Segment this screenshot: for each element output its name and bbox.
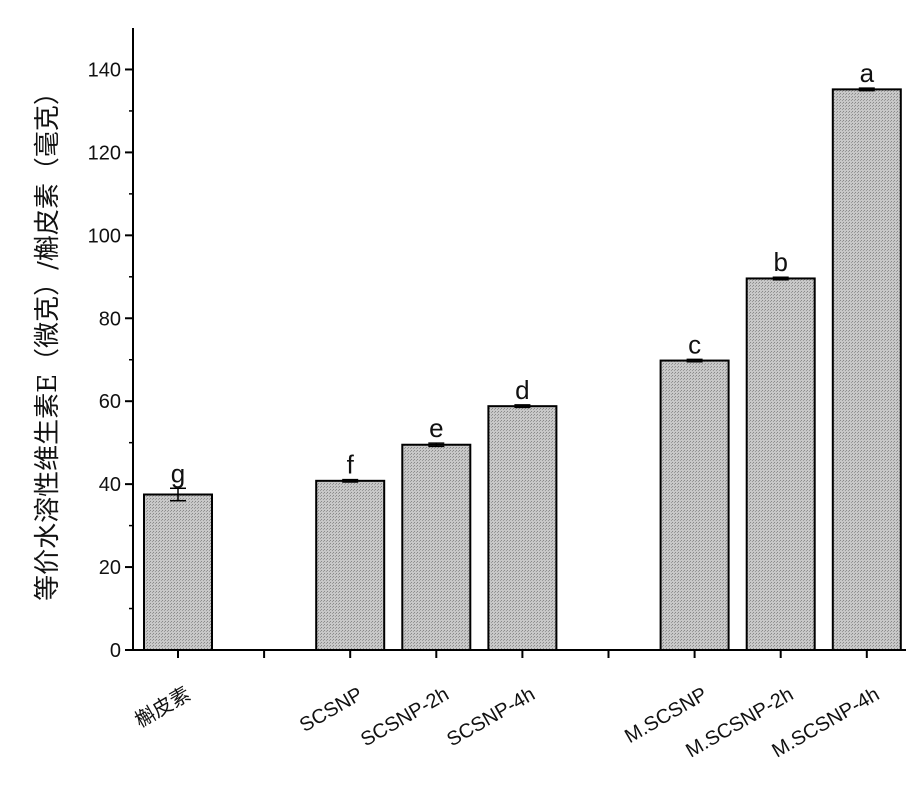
bar xyxy=(659,359,730,651)
bar xyxy=(401,443,472,651)
bars-layer xyxy=(143,88,902,652)
bar xyxy=(143,493,213,651)
y-tick-label: 0 xyxy=(110,640,121,662)
bar xyxy=(487,405,558,651)
x-category-label: SCSNP xyxy=(296,683,367,737)
significance-letter: b xyxy=(773,247,787,277)
y-axis-title: 等价水溶性维生素E（微克）/槲皮素（毫克） xyxy=(33,79,63,601)
y-tick-label: 20 xyxy=(99,557,121,579)
y-tick-label: 100 xyxy=(88,225,121,247)
x-category-label: 槲皮素 xyxy=(131,682,194,732)
significance-letter: c xyxy=(688,329,701,359)
significance-letter: g xyxy=(171,458,185,488)
y-tick-label: 80 xyxy=(99,308,121,330)
y-tick-label: 40 xyxy=(99,474,121,496)
y-tick-label: 60 xyxy=(99,391,121,413)
x-category-label: SCSNP-4h xyxy=(443,683,539,751)
significance-letter: e xyxy=(429,413,443,443)
significance-letter: d xyxy=(515,375,529,405)
y-tick-label: 120 xyxy=(88,142,121,164)
bar xyxy=(745,277,816,651)
significance-letter: f xyxy=(347,450,355,480)
x-category-label: SCSNP-2h xyxy=(357,683,453,751)
significance-letter: a xyxy=(860,58,875,88)
error-bars-layer xyxy=(170,87,875,502)
y-axis: 0 20 40 60 80 100 120 140 xyxy=(88,59,133,662)
bar xyxy=(831,88,902,651)
significance-letters-layer: g f e d c b a xyxy=(171,58,875,488)
y-tick-label: 140 xyxy=(88,59,121,81)
bar xyxy=(315,479,386,652)
